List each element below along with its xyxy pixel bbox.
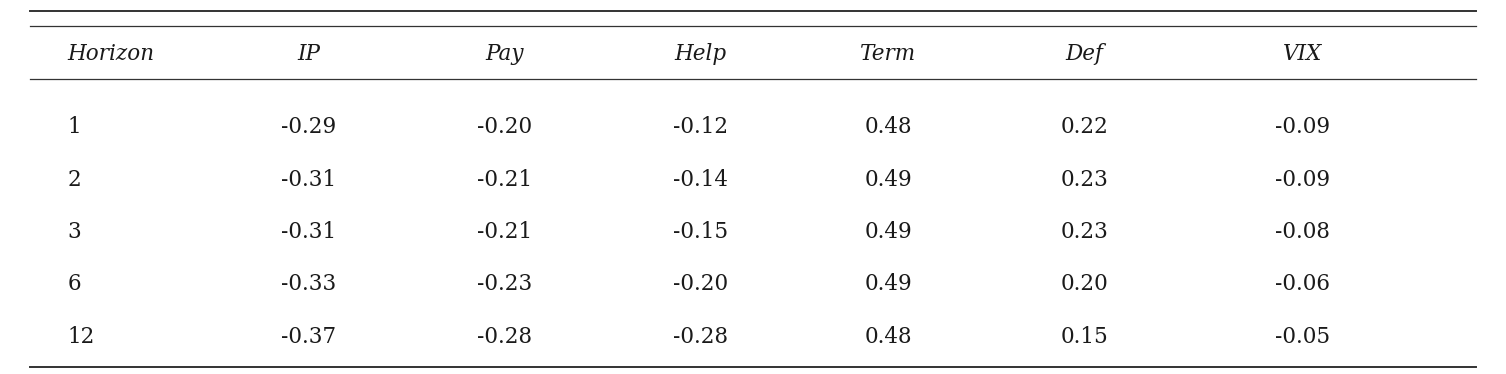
Text: -0.31: -0.31 xyxy=(282,169,336,190)
Text: Horizon: Horizon xyxy=(68,43,155,65)
Text: -0.09: -0.09 xyxy=(1276,169,1330,190)
Text: 3: 3 xyxy=(68,221,81,243)
Text: -0.29: -0.29 xyxy=(282,116,336,138)
Text: -0.21: -0.21 xyxy=(477,221,532,243)
Text: 2: 2 xyxy=(68,169,81,190)
Text: VIX: VIX xyxy=(1283,43,1322,65)
Text: -0.37: -0.37 xyxy=(282,326,336,347)
Text: 0.48: 0.48 xyxy=(864,326,913,347)
Text: -0.33: -0.33 xyxy=(282,273,336,295)
Text: -0.20: -0.20 xyxy=(477,116,532,138)
Text: -0.14: -0.14 xyxy=(673,169,727,190)
Text: -0.12: -0.12 xyxy=(673,116,727,138)
Text: Pay: Pay xyxy=(485,43,524,65)
Text: Help: Help xyxy=(675,43,726,65)
Text: 6: 6 xyxy=(68,273,81,295)
Text: -0.06: -0.06 xyxy=(1276,273,1330,295)
Text: -0.21: -0.21 xyxy=(477,169,532,190)
Text: -0.28: -0.28 xyxy=(477,326,532,347)
Text: 0.23: 0.23 xyxy=(1060,221,1108,243)
Text: Def: Def xyxy=(1065,43,1104,65)
Text: 0.48: 0.48 xyxy=(864,116,913,138)
Text: 0.22: 0.22 xyxy=(1060,116,1108,138)
Text: 0.49: 0.49 xyxy=(864,221,913,243)
Text: 0.15: 0.15 xyxy=(1060,326,1108,347)
Text: IP: IP xyxy=(297,43,321,65)
Text: 12: 12 xyxy=(68,326,95,347)
Text: Term: Term xyxy=(860,43,917,65)
Text: -0.20: -0.20 xyxy=(673,273,727,295)
Text: -0.08: -0.08 xyxy=(1276,221,1330,243)
Text: 0.23: 0.23 xyxy=(1060,169,1108,190)
Text: -0.09: -0.09 xyxy=(1276,116,1330,138)
Text: 1: 1 xyxy=(68,116,81,138)
Text: -0.28: -0.28 xyxy=(673,326,727,347)
Text: 0.49: 0.49 xyxy=(864,169,913,190)
Text: -0.31: -0.31 xyxy=(282,221,336,243)
Text: 0.49: 0.49 xyxy=(864,273,913,295)
Text: -0.15: -0.15 xyxy=(673,221,727,243)
Text: -0.23: -0.23 xyxy=(477,273,532,295)
Text: -0.05: -0.05 xyxy=(1276,326,1330,347)
Text: 0.20: 0.20 xyxy=(1060,273,1108,295)
